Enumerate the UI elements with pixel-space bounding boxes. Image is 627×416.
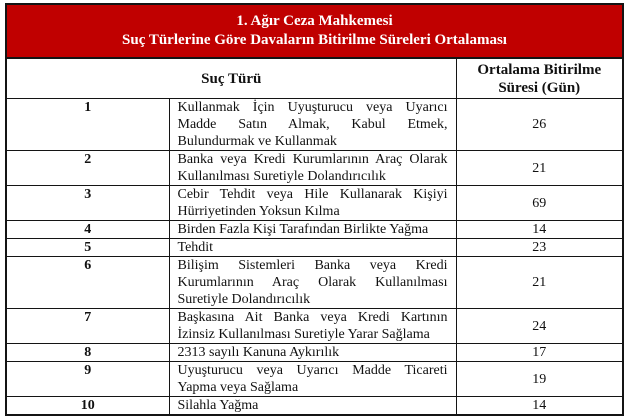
title-line-1: 1. Ağır Ceza Mahkemesi: [236, 13, 393, 29]
table-row: 10 Silahla Yağma 14: [5, 396, 624, 416]
table-row: 8 2313 sayılı Kanuna Aykırılık 17: [5, 343, 624, 362]
title-line-2: Suç Türlerine Göre Davaların Bitirilme S…: [122, 32, 507, 48]
table-row: 1 Kullanmak İçin Uyuşturucu veya Uyarıcı…: [5, 98, 624, 151]
avg-days-cell: 14: [455, 220, 624, 239]
title-banner-row: 1. Ağır Ceza Mahkemesi Suç Türlerine Gör…: [5, 3, 624, 59]
avg-days-cell: 14: [455, 396, 624, 416]
crime-type-cell: Kullanmak İçin Uyuşturucu veya Uyarıcı M…: [168, 98, 457, 151]
table-row: 9 Uyuşturucu veya Uyarıcı Madde Ticareti…: [5, 361, 624, 397]
avg-days-cell: 26: [455, 98, 624, 151]
crime-type-cell: Silahla Yağma: [168, 396, 457, 416]
avg-days-cell: 23: [455, 238, 624, 257]
crime-type-cell: 2313 sayılı Kanuna Aykırılık: [168, 343, 457, 362]
avg-days-cell: 21: [455, 256, 624, 309]
row-number: 7: [5, 308, 170, 344]
row-number: 8: [5, 343, 170, 362]
crime-type-cell: Birden Fazla Kişi Tarafından Birlikte Ya…: [168, 220, 457, 239]
row-number: 4: [5, 220, 170, 239]
crime-type-cell: Cebir Tehdit veya Hile Kullanarak Kişiyi…: [168, 185, 457, 221]
table-row: 7 Başkasına Ait Banka veya Kredi Kartını…: [5, 308, 624, 344]
table-row: 4 Birden Fazla Kişi Tarafından Birlikte …: [5, 220, 624, 239]
table-title: 1. Ağır Ceza Mahkemesi Suç Türlerine Gör…: [5, 3, 624, 59]
crime-type-cell: Başkasına Ait Banka veya Kredi Kartının …: [168, 308, 457, 344]
avg-days-cell: 19: [455, 361, 624, 397]
avg-days-cell: 17: [455, 343, 624, 362]
row-number: 1: [5, 98, 170, 151]
row-number: 5: [5, 238, 170, 257]
table-row: 2 Banka veya Kredi Kurumlarının Araç Ola…: [5, 150, 624, 186]
avg-days-cell: 21: [455, 150, 624, 186]
crime-type-cell: Uyuşturucu veya Uyarıcı Madde Ticareti Y…: [168, 361, 457, 397]
avg-days-cell: 24: [455, 308, 624, 344]
column-header-row: Suç Türü Ortalama Bitirilme Süresi (Gün): [5, 57, 624, 99]
table-row: 6 Bilişim Sistemleri Banka veya Kredi Ku…: [5, 256, 624, 309]
row-number: 6: [5, 256, 170, 309]
crime-type-cell: Banka veya Kredi Kurumlarının Araç Olara…: [168, 150, 457, 186]
court-duration-table: 1. Ağır Ceza Mahkemesi Suç Türlerine Gör…: [5, 3, 624, 416]
table-row: 3 Cebir Tehdit veya Hile Kullanarak Kişi…: [5, 185, 624, 221]
column-header-avg-duration: Ortalama Bitirilme Süresi (Gün): [455, 57, 624, 99]
row-number: 3: [5, 185, 170, 221]
column-header-crime-type: Suç Türü: [5, 57, 457, 99]
avg-days-cell: 69: [455, 185, 624, 221]
crime-type-cell: Tehdit: [168, 238, 457, 257]
row-number: 10: [5, 396, 170, 416]
row-number: 2: [5, 150, 170, 186]
table-row: 5 Tehdit 23: [5, 238, 624, 257]
row-number: 9: [5, 361, 170, 397]
crime-type-cell: Bilişim Sistemleri Banka veya Kredi Kuru…: [168, 256, 457, 309]
table-body: 1. Ağır Ceza Mahkemesi Suç Türlerine Gör…: [5, 3, 624, 416]
